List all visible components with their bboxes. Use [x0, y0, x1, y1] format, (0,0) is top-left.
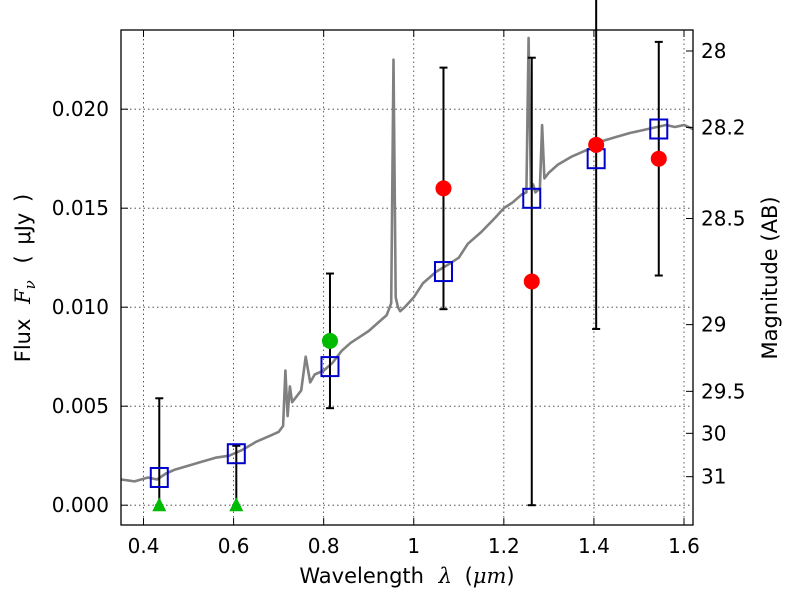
model-photometry-square — [320, 356, 340, 378]
y-tick-label: 0.020 — [52, 97, 109, 121]
right-tick-label: 29 — [701, 313, 726, 337]
x-tick-label: 0.4 — [128, 534, 160, 558]
x-tick-label: 1 — [407, 534, 420, 558]
model-photometry-square — [226, 443, 246, 465]
right-tick-label: 29.5 — [701, 379, 746, 403]
model-photometry-square — [649, 118, 669, 140]
model-photometry-square — [522, 187, 542, 209]
right-tick-label: 28 — [701, 39, 726, 63]
right-tick-label: 31 — [701, 465, 726, 489]
x-tick-label: 1.2 — [488, 534, 520, 558]
x-tick-label: 0.6 — [218, 534, 250, 558]
plot-area — [120, 0, 694, 512]
y-axis-title-prefix: Flux — [11, 319, 35, 363]
y-tick-label: 0.000 — [52, 493, 109, 517]
observed-flux-point — [435, 180, 452, 197]
x-tick-label: 0.8 — [308, 534, 340, 558]
model-photometry-square — [149, 466, 169, 488]
model-spectrum-line — [120, 36, 694, 483]
right-tick-label: 28.5 — [701, 206, 746, 230]
upper-limit-triangle — [152, 497, 167, 512]
x-axis-title-prefix: Wavelength — [299, 564, 424, 588]
y-tick-label: 0.015 — [52, 196, 109, 220]
x-axis-title-symbol: λ — [438, 564, 452, 588]
y-axis-title-unit-open: ( — [11, 255, 35, 263]
y-axis-title-unit-close: ) — [11, 194, 35, 202]
y-axis-title-unit: μJy — [11, 213, 35, 245]
y-axis-title-subscript: ν — [21, 280, 39, 289]
observed-flux-point — [523, 273, 540, 290]
x-axis-title-unit-open: ( — [465, 564, 473, 588]
grid — [121, 30, 693, 525]
y-axis-title-right: Magnitude (AB) — [758, 196, 782, 359]
plot-frame — [120, 29, 694, 526]
observed-flux-point — [588, 136, 605, 153]
x-axis-title-unit: μm — [473, 564, 507, 588]
x-axis-title: Wavelength λ (μm) — [299, 564, 514, 588]
y-axis-title-symbol: F — [11, 288, 35, 305]
observed-flux-point — [650, 150, 667, 167]
x-axis-title-unit-close: ) — [506, 564, 514, 588]
axis-ticks: 0.4 0.6 0.8 1 1.2 1.4 1.6 0.000 0.005 0.010 0.015 0… — [52, 30, 746, 558]
x-tick-label: 1.4 — [578, 534, 610, 558]
y-tick-label: 0.010 — [52, 295, 109, 319]
observed-flux-point-green — [321, 332, 338, 349]
right-tick-label: 30 — [701, 421, 726, 445]
y-tick-label: 0.005 — [52, 394, 109, 418]
right-tick-label: 28.2 — [701, 115, 746, 139]
model-photometry-square — [433, 261, 453, 283]
y-axis-title-left: Flux Fν ( μJy ) — [11, 194, 40, 363]
x-tick-label: 1.6 — [668, 534, 700, 558]
upper-limit-triangle — [229, 497, 244, 512]
